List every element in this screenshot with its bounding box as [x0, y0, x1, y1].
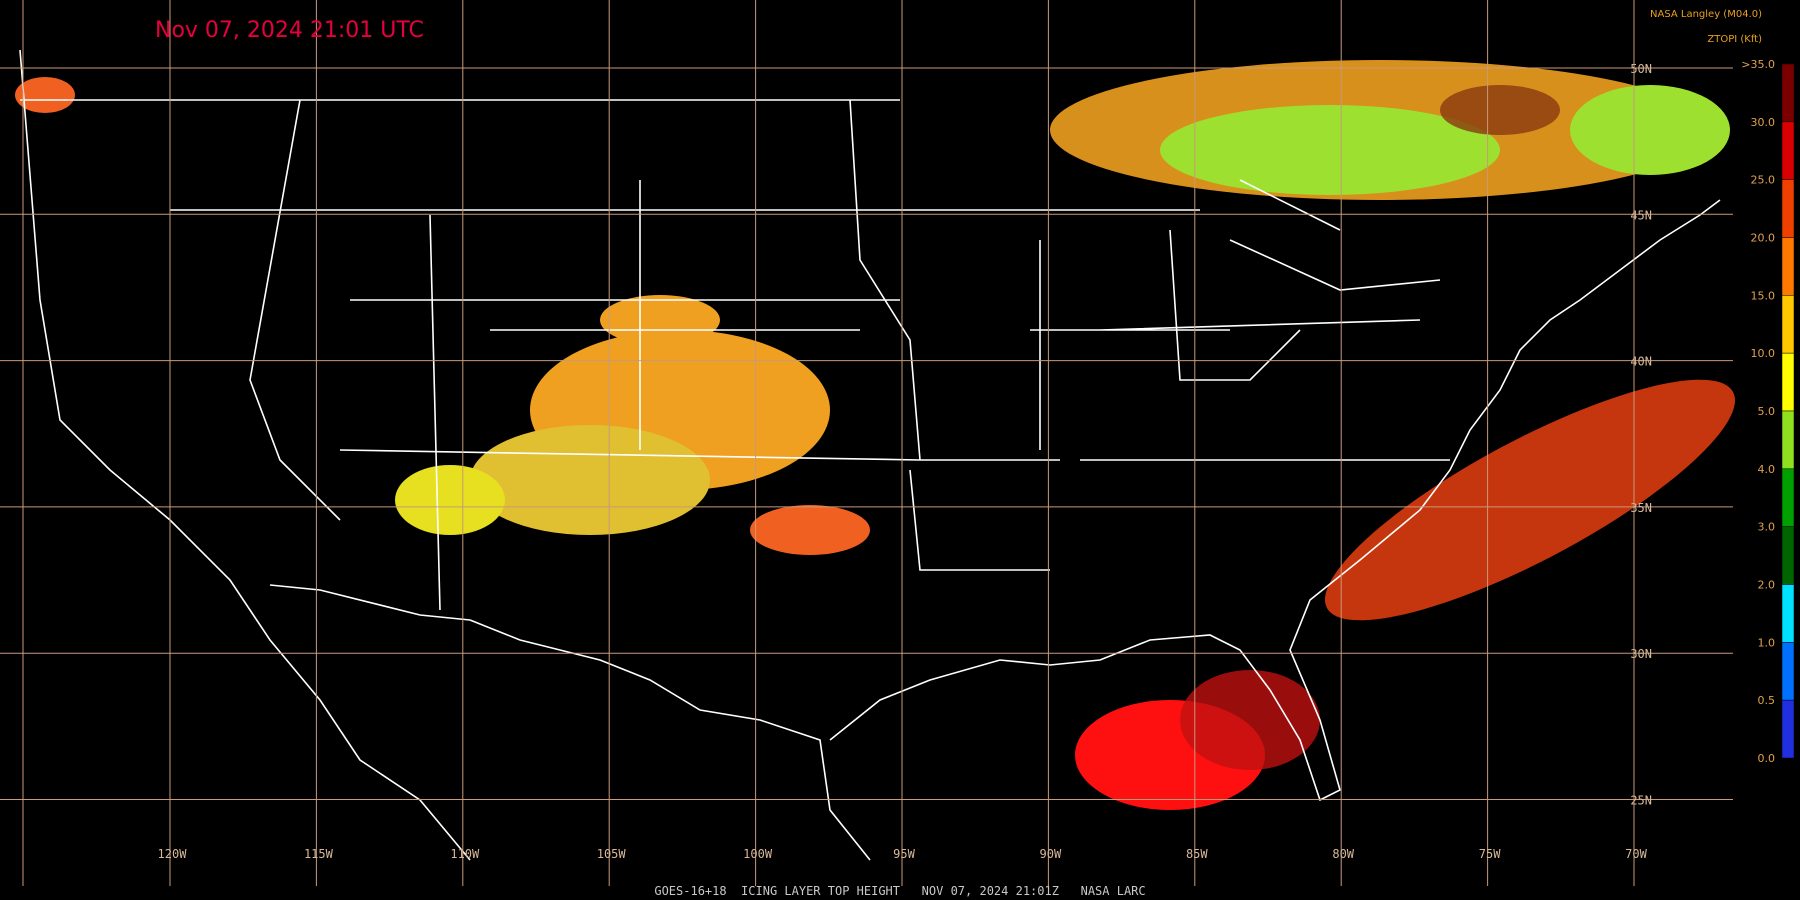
- cloud-area: [600, 295, 720, 345]
- longitude-label: 120W: [158, 847, 188, 861]
- state-boundaries: [19, 49, 1721, 861]
- longitude-label: 70W: [1625, 847, 1647, 861]
- colorbar-label: 0.5: [1758, 694, 1776, 707]
- source-label: NASA Langley (M04.0): [1650, 9, 1762, 20]
- colorbar-label: 4.0: [1758, 463, 1776, 476]
- cloud-field: [15, 60, 1736, 810]
- longitude-label: 80W: [1332, 847, 1354, 861]
- colorbar: >35.0 30.0 25.0 20.0 15.0 10.0 5.0 4.0 3.0 2.0 1.0…: [1741, 58, 1795, 765]
- colorbar-segment: [1781, 121, 1795, 180]
- cloud-area: [1440, 85, 1560, 135]
- longitude-label: 100W: [743, 847, 773, 861]
- colorbar-segment: [1781, 179, 1795, 238]
- latitude-label: 25N: [1630, 794, 1652, 808]
- colorbar-label: 10.0: [1751, 347, 1776, 360]
- cloud-area: [1160, 105, 1500, 195]
- graticule: 50N 45N 40N 35N 30N 25N 120W 115W 110W 105W 100W 95…: [0, 0, 1733, 886]
- colorbar-label: 20.0: [1751, 232, 1776, 245]
- cloud-area: [1180, 670, 1320, 770]
- cloud-area: [1324, 379, 1736, 621]
- latitude-label: 50N: [1630, 62, 1652, 76]
- colorbar-label: 15.0: [1751, 289, 1776, 302]
- colorbar-label: 3.0: [1758, 521, 1776, 534]
- colorbar-label: 30.0: [1751, 116, 1776, 129]
- colorbar-label: 1.0: [1758, 636, 1776, 649]
- colorbar-segment: [1781, 410, 1795, 470]
- colorbar-label: 5.0: [1758, 405, 1776, 418]
- colorbar-segment: [1781, 63, 1795, 123]
- longitude-label: 85W: [1186, 847, 1208, 861]
- longitude-label: 110W: [450, 847, 480, 861]
- colorbar-segment: [1781, 237, 1795, 296]
- latitude-label: 35N: [1630, 501, 1652, 515]
- colorbar-segment: [1781, 526, 1795, 585]
- colorbar-segment: [1781, 352, 1795, 412]
- cloud-area: [15, 77, 75, 113]
- unit-label: ZTOPI (Kft): [1707, 34, 1762, 45]
- longitude-label: 90W: [1040, 847, 1062, 861]
- latitude-label: 45N: [1630, 208, 1652, 222]
- cloud-area: [395, 465, 505, 535]
- colorbar-segment: [1781, 642, 1795, 701]
- footer-caption: GOES-16+18 ICING LAYER TOP HEIGHT NOV 07…: [654, 884, 1145, 898]
- colorbar-segment: [1781, 699, 1795, 759]
- colorbar-segment: [1781, 468, 1795, 527]
- colorbar-label: >35.0: [1741, 58, 1775, 71]
- map-title: Nov 07, 2024 21:01 UTC: [155, 18, 424, 43]
- longitude-label: 75W: [1479, 847, 1501, 861]
- colorbar-label: 2.0: [1758, 579, 1776, 592]
- longitude-label: 105W: [597, 847, 627, 861]
- latitude-label: 30N: [1630, 647, 1652, 661]
- colorbar-label: 0.0: [1758, 752, 1776, 765]
- longitude-label: 115W: [304, 847, 334, 861]
- latitude-label: 40N: [1630, 355, 1652, 369]
- colorbar-segment: [1781, 295, 1795, 354]
- colorbar-label: 25.0: [1751, 174, 1776, 187]
- colorbar-segment: [1781, 584, 1795, 643]
- longitude-label: 95W: [893, 847, 915, 861]
- cloud-area: [470, 425, 710, 535]
- cloud-area: [1570, 85, 1730, 175]
- cloud-area: [750, 505, 870, 555]
